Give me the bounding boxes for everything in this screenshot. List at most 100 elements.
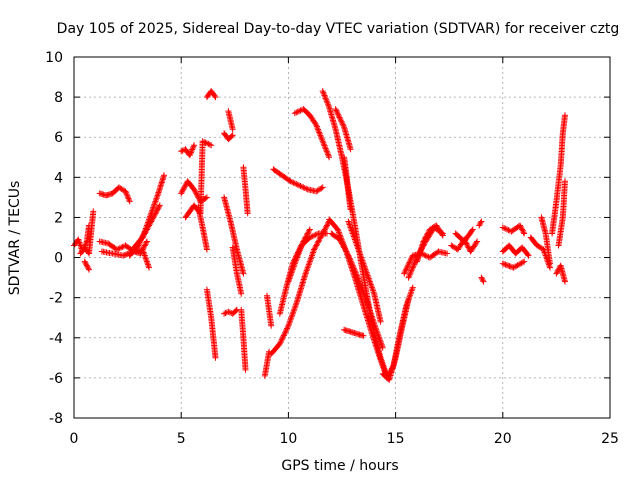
series-markers [384,284,416,381]
series-markers [81,258,92,273]
series-markers [131,202,163,251]
y-tick-label: -6 [49,371,63,387]
x-tick-label: 5 [177,431,186,447]
series-markers [238,306,249,373]
series-markers [98,246,152,271]
series-s10 [178,178,210,205]
series-markers [549,112,568,237]
series-s24 [268,218,333,357]
x-tick-label: 25 [601,431,619,447]
series-s8 [131,202,163,251]
x-axis-label: GPS time / hours [281,458,398,474]
series-markers [538,214,553,267]
series-s31 [328,230,386,351]
y-tick-label: 10 [45,50,63,66]
series-markers [195,204,210,253]
series-markers [499,242,532,259]
series-s4 [96,184,133,205]
series-s37 [384,284,416,381]
series-markers [203,88,219,101]
x-tick-label: 0 [70,431,79,447]
series-markers [476,218,485,229]
series-markers [499,222,528,237]
data-points [71,88,568,383]
series-markers [452,226,476,245]
series-s13 [203,88,219,101]
series-markers [203,286,219,361]
y-tick-label: 4 [54,170,63,186]
series-markers [96,184,133,205]
series-markers [345,218,384,325]
series-s43 [478,274,487,285]
series-markers [499,258,528,271]
series-s28 [291,106,333,161]
x-tick-label: 15 [387,431,405,447]
grid [74,57,610,418]
series-markers [264,292,275,329]
y-tick-label: 2 [54,210,63,226]
y-tick-label: -2 [49,291,63,307]
series-s49 [538,214,553,267]
series-markers [270,166,326,195]
series-s44 [476,218,485,229]
series-markers [225,108,236,133]
y-tick-label: 0 [54,251,63,267]
series-markers [285,226,313,285]
series-s51 [553,262,568,285]
series-s26 [285,226,313,285]
series-markers [341,154,354,213]
y-tick-label: -8 [49,411,63,427]
series-markers [221,130,236,143]
series-s12 [195,204,210,253]
series-s27 [270,166,326,195]
series-s9 [178,142,198,159]
series-markers [178,142,198,159]
series-s17 [221,194,247,277]
y-axis-ticks: -8 -6 -4 -2 0 2 4 6 8 10 [45,50,610,427]
series-s18 [229,244,245,297]
series-markers [268,218,333,357]
series-s50 [549,112,568,237]
series-s2 [77,208,97,257]
series-markers [221,306,240,317]
series-s21 [240,164,251,217]
series-markers [221,194,247,277]
y-axis-label: SDTVAR / TECUs [7,181,23,296]
series-s32 [345,218,384,325]
series-s6 [98,246,152,271]
series-markers [414,222,446,265]
series-markers [332,106,354,153]
series-markers [478,274,487,285]
plot-frame [73,56,611,419]
series-markers [178,178,210,205]
series-markers [555,178,568,249]
chart-title: Day 105 of 2025, Sidereal Day-to-day VTE… [57,21,620,37]
series-s20 [221,306,240,317]
series-s23 [264,292,275,329]
series-s35 [341,326,367,339]
series-markers [553,262,568,285]
y-tick-label: 8 [54,90,63,106]
x-axis-ticks: 0 5 10 15 20 25 [70,57,619,447]
series-s40 [414,222,446,265]
series-s19 [238,306,249,373]
series-s42 [452,226,476,245]
series-s16 [225,108,236,133]
series-markers [291,106,333,161]
series-markers [328,230,386,351]
series-markers [240,164,251,217]
y-tick-label: 6 [54,130,63,146]
series-markers [341,326,367,339]
series-s45 [499,242,532,259]
series-s52 [555,178,568,249]
x-tick-label: 20 [494,431,512,447]
series-s15 [221,130,236,143]
series-s47 [499,258,528,271]
series-markers [77,208,97,257]
series-s3 [81,258,92,273]
y-tick-label: -4 [49,331,63,347]
series-s14 [203,286,219,361]
series-s33 [341,154,354,213]
series-markers [229,244,245,297]
